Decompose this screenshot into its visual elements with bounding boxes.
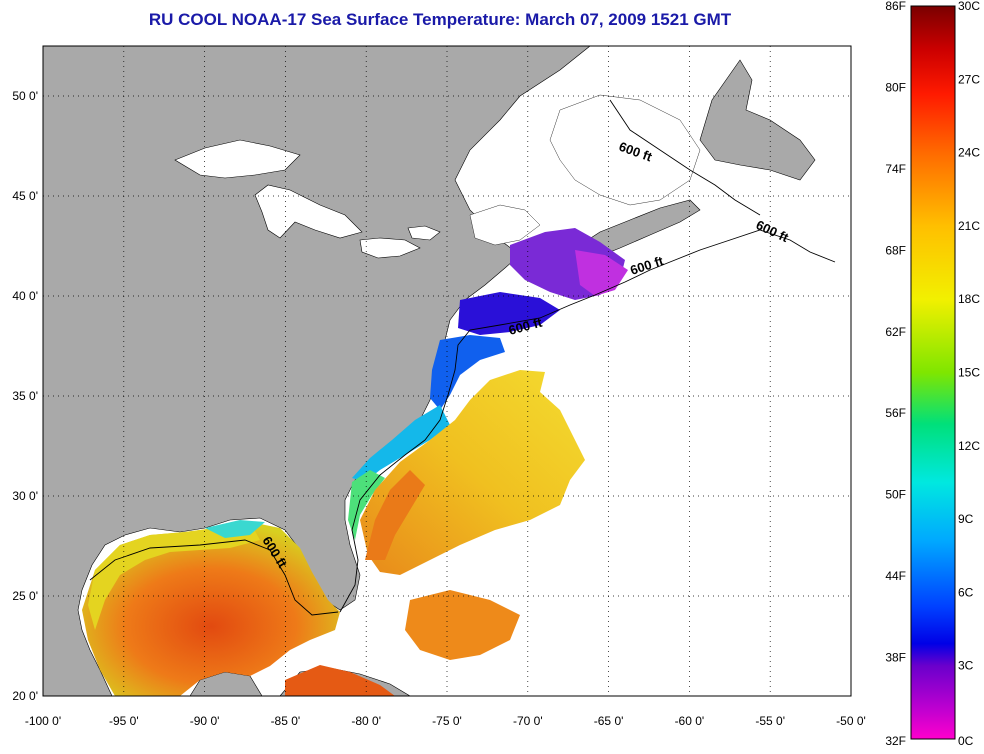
snow-new-england bbox=[469, 204, 541, 246]
colorbar-celsius-label: 15C bbox=[958, 366, 980, 380]
colorbar-fahrenheit-label: 62F bbox=[885, 325, 906, 339]
longitude-label: -65 0' bbox=[594, 714, 624, 728]
longitude-labels: -100 0' -95 0' -90 0' -85 0' -80 0' -75 0' -70… bbox=[25, 714, 866, 728]
colorbar-celsius-label: 27C bbox=[958, 72, 980, 86]
colorbar-celsius-label: 24C bbox=[958, 146, 980, 160]
colorbar-fahrenheit-label: 80F bbox=[885, 80, 906, 94]
colorbar-fahrenheit-label: 38F bbox=[885, 651, 906, 665]
longitude-label: -60 0' bbox=[675, 714, 705, 728]
colorbar-fahrenheit-label: 50F bbox=[885, 488, 906, 502]
map-border bbox=[42, 45, 852, 697]
colorbar-celsius-label: 3C bbox=[958, 659, 974, 673]
great-lakes bbox=[174, 139, 441, 259]
colorbar-celsius-labels: 30C 27C 24C 21C 18C 15C 12C 9C 6C 3C 0C bbox=[958, 0, 980, 748]
longitude-label: -100 0' bbox=[25, 714, 61, 728]
longitude-label: -95 0' bbox=[109, 714, 139, 728]
longitude-label: -75 0' bbox=[432, 714, 462, 728]
map-title: RU COOL NOAA-17 Sea Surface Temperature:… bbox=[148, 10, 732, 29]
latitude-labels: 50 0' 45 0' 40 0' 35 0' 30 0' 25 0' 20 0' bbox=[12, 89, 38, 703]
longitude-label: -85 0' bbox=[271, 714, 301, 728]
latitude-label: 35 0' bbox=[12, 389, 38, 403]
sst-field bbox=[82, 228, 628, 696]
colorbar-fahrenheit-label: 86F bbox=[885, 0, 906, 13]
colorbar bbox=[910, 5, 956, 740]
colorbar-fahrenheit-label: 44F bbox=[885, 569, 906, 583]
latitude-label: 50 0' bbox=[12, 89, 38, 103]
gridlines bbox=[43, 46, 851, 696]
colorbar-fahrenheit-label: 32F bbox=[885, 734, 906, 748]
colorbar-celsius-label: 0C bbox=[958, 734, 974, 748]
colorbar-fahrenheit-label: 74F bbox=[885, 162, 906, 176]
isobath-600ft-north bbox=[609, 99, 761, 216]
land-newfoundland bbox=[699, 59, 816, 181]
snow-quebec bbox=[549, 94, 701, 206]
longitude-label: -90 0' bbox=[190, 714, 220, 728]
colorbar-celsius-label: 12C bbox=[958, 439, 980, 453]
longitude-label: -50 0' bbox=[836, 714, 866, 728]
latitude-label: 25 0' bbox=[12, 589, 38, 603]
latitude-label: 20 0' bbox=[12, 689, 38, 703]
latitude-label: 40 0' bbox=[12, 289, 38, 303]
longitude-label: -80 0' bbox=[351, 714, 381, 728]
longitude-label: -55 0' bbox=[755, 714, 785, 728]
colorbar-fahrenheit-label: 56F bbox=[885, 406, 906, 420]
colorbar-celsius-label: 21C bbox=[958, 219, 980, 233]
longitude-label: -70 0' bbox=[513, 714, 543, 728]
latitude-label: 45 0' bbox=[12, 189, 38, 203]
colorbar-celsius-label: 6C bbox=[958, 585, 974, 599]
colorbar-fahrenheit-label: 68F bbox=[885, 243, 906, 257]
colorbar-celsius-label: 30C bbox=[958, 0, 980, 13]
latitude-label: 30 0' bbox=[12, 489, 38, 503]
colorbar-celsius-label: 18C bbox=[958, 292, 980, 306]
colorbar-celsius-label: 9C bbox=[958, 512, 974, 526]
colorbar-fahrenheit-labels: 86F 80F 74F 68F 62F 56F 50F 44F 38F 32F bbox=[885, 0, 906, 748]
